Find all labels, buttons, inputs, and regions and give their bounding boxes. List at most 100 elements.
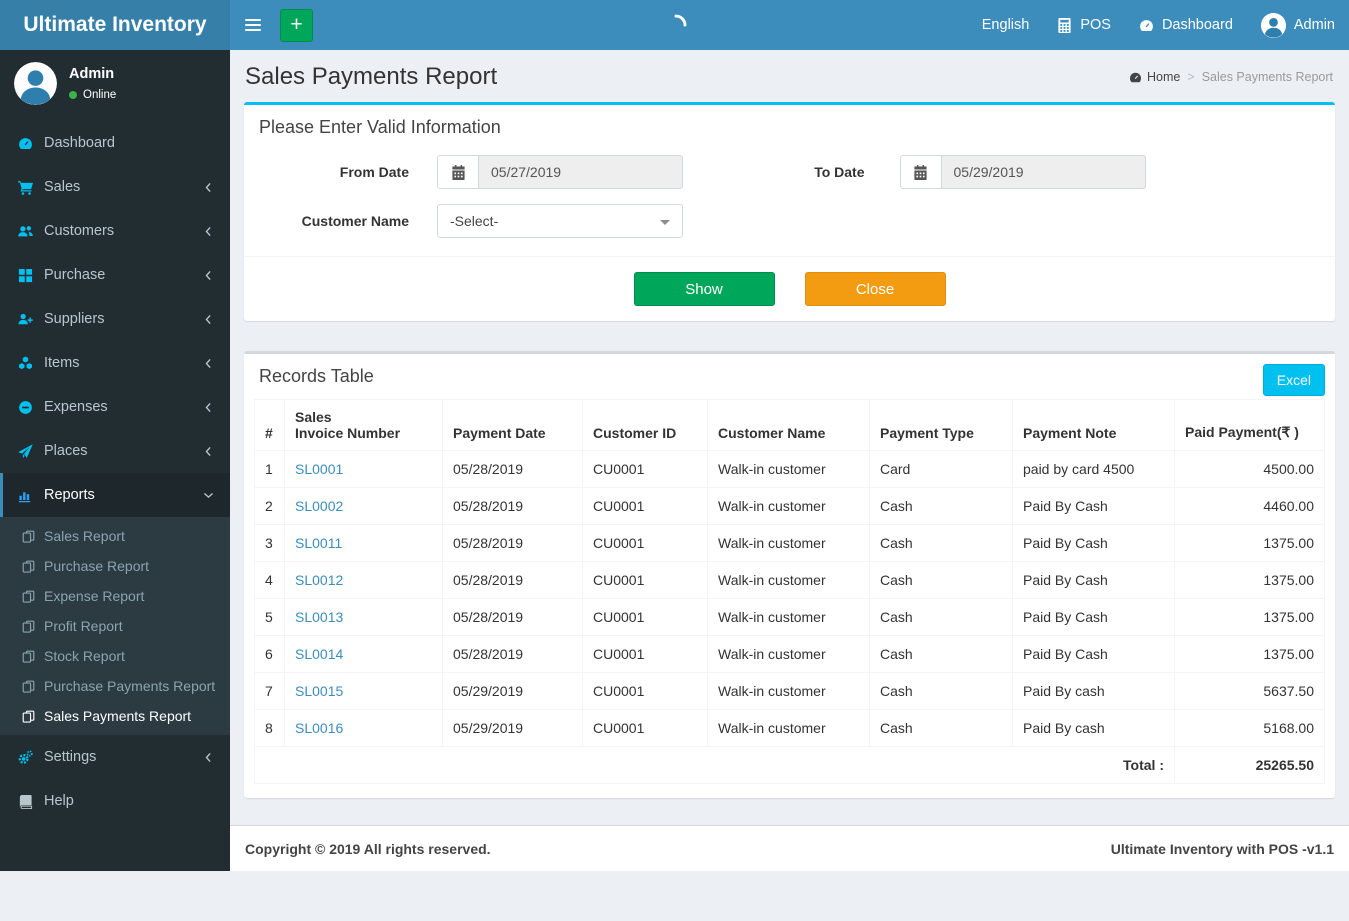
- sidebar-item-customers[interactable]: Customers: [0, 209, 230, 253]
- report-doc-icon: [22, 620, 35, 633]
- sidebar-item-settings[interactable]: Settings: [0, 735, 230, 779]
- submenu-expense-report[interactable]: Expense Report: [0, 581, 230, 611]
- records-box: Records Table Excel # Sales Invoice: [244, 351, 1335, 798]
- navbar-right: English POS Dashboard Admin: [968, 0, 1349, 50]
- sidebar-item-help[interactable]: Help: [0, 779, 230, 823]
- main-header: Ultimate Inventory + English POS Dashboa…: [0, 0, 1349, 50]
- reports-submenu: Sales Report Purchase Report Expense Rep…: [0, 517, 230, 735]
- invoice-link[interactable]: SL0002: [295, 498, 343, 514]
- invoice-link[interactable]: SL0016: [295, 720, 343, 736]
- sidebar-item-purchase[interactable]: Purchase: [0, 253, 230, 297]
- to-date-input[interactable]: [941, 155, 1146, 189]
- col-payment-date[interactable]: Payment Date: [443, 400, 583, 451]
- show-button[interactable]: Show: [634, 272, 775, 306]
- calendar-icon[interactable]: [900, 155, 941, 189]
- user-panel: Admin Online: [0, 50, 230, 115]
- records-table-wrap: # Sales Invoice Number Payment Date Cust…: [244, 399, 1335, 798]
- from-date-input[interactable]: [478, 155, 683, 189]
- sidebar-item-reports[interactable]: Reports: [0, 473, 230, 517]
- chevron-left-icon: [202, 751, 215, 764]
- invoice-link[interactable]: SL0011: [295, 535, 342, 551]
- col-payment-note[interactable]: Payment Note: [1013, 400, 1175, 451]
- avatar-icon[interactable]: [14, 62, 57, 105]
- records-box-title: Records Table: [259, 366, 374, 386]
- cubes-icon: [18, 356, 33, 371]
- invoice-link[interactable]: SL0012: [295, 572, 343, 588]
- sidebar-item-dashboard[interactable]: Dashboard: [0, 121, 230, 165]
- chevron-left-icon: [202, 313, 215, 326]
- user-menu[interactable]: Admin: [1247, 0, 1349, 50]
- invoice-link[interactable]: SL0015: [295, 683, 343, 699]
- submenu-purchase-report[interactable]: Purchase Report: [0, 551, 230, 581]
- sidebar-item-items[interactable]: Items: [0, 341, 230, 385]
- invoice-link[interactable]: SL0013: [295, 609, 343, 625]
- sidebar-item-places[interactable]: Places: [0, 429, 230, 473]
- total-label: Total :: [255, 747, 1175, 784]
- from-date-group: [437, 155, 683, 189]
- avatar-icon: [1261, 13, 1286, 38]
- filter-box: Please Enter Valid Information From Date: [244, 102, 1335, 321]
- col-customer-name[interactable]: Customer Name: [708, 400, 870, 451]
- online-dot: [69, 91, 77, 99]
- user-name: Admin: [69, 66, 116, 82]
- grid-icon: [18, 268, 33, 283]
- col-payment-type[interactable]: Payment Type: [870, 400, 1013, 451]
- filter-form: From Date To Date: [244, 150, 1335, 256]
- paper-plane-icon: [18, 444, 33, 459]
- invoice-link[interactable]: SL0001: [295, 461, 343, 477]
- dashboard-link[interactable]: Dashboard: [1125, 0, 1247, 50]
- top-navbar: + English POS Dashboard: [230, 0, 1349, 50]
- content-header: Sales Payments Report Home > Sales Payme…: [230, 50, 1349, 92]
- add-button[interactable]: +: [280, 9, 313, 42]
- chevron-left-icon: [202, 225, 215, 238]
- report-doc-icon: [22, 680, 35, 693]
- filter-box-title: Please Enter Valid Information: [244, 105, 1335, 150]
- content-wrapper: Sales Payments Report Home > Sales Payme…: [230, 50, 1349, 825]
- col-invoice[interactable]: Sales Invoice Number: [285, 400, 443, 451]
- submenu-sales-report[interactable]: Sales Report: [0, 521, 230, 551]
- submenu-stock-report[interactable]: Stock Report: [0, 641, 230, 671]
- report-doc-icon: [22, 710, 35, 723]
- home-icon: [1129, 71, 1142, 84]
- excel-export-button[interactable]: Excel: [1263, 364, 1325, 396]
- to-date-label: To Date: [790, 164, 865, 180]
- col-customer-id[interactable]: Customer ID: [583, 400, 708, 451]
- close-button[interactable]: Close: [805, 272, 946, 306]
- content: Please Enter Valid Information From Date: [230, 92, 1349, 825]
- calculator-icon: [1057, 18, 1072, 33]
- calendar-icon[interactable]: [437, 155, 478, 189]
- report-doc-icon: [22, 530, 35, 543]
- breadcrumb-separator: >: [1187, 70, 1194, 84]
- loading-spinner-icon: [665, 14, 687, 36]
- customer-name-label: Customer Name: [259, 213, 409, 229]
- sidebar-item-sales[interactable]: Sales: [0, 165, 230, 209]
- filter-actions: Show Close: [244, 256, 1335, 321]
- version-text: Ultimate Inventory with POS -v1.1: [1111, 841, 1334, 857]
- table-header-row: # Sales Invoice Number Payment Date Cust…: [255, 400, 1325, 451]
- dashboard-icon: [1139, 18, 1154, 33]
- invoice-link[interactable]: SL0014: [295, 646, 343, 662]
- gears-icon: [18, 750, 33, 765]
- total-value: 25265.50: [1175, 747, 1325, 784]
- table-row: 4 SL0012 05/28/2019 CU0001 Walk-in custo…: [255, 562, 1325, 599]
- col-num[interactable]: #: [255, 400, 285, 451]
- brand-logo[interactable]: Ultimate Inventory: [0, 0, 230, 50]
- pos-link[interactable]: POS: [1043, 0, 1125, 50]
- language-menu[interactable]: English: [968, 0, 1044, 50]
- submenu-purchase-payments-report[interactable]: Purchase Payments Report: [0, 671, 230, 701]
- caret-down-icon: [660, 220, 670, 230]
- table-row: 7 SL0015 05/29/2019 CU0001 Walk-in custo…: [255, 673, 1325, 710]
- submenu-sales-payments-report[interactable]: Sales Payments Report: [0, 701, 230, 731]
- records-table: # Sales Invoice Number Payment Date Cust…: [254, 399, 1325, 784]
- sidebar-item-expenses[interactable]: Expenses: [0, 385, 230, 429]
- breadcrumb-home[interactable]: Home: [1129, 70, 1180, 84]
- submenu-profit-report[interactable]: Profit Report: [0, 611, 230, 641]
- book-icon: [18, 794, 33, 809]
- hamburger-icon[interactable]: [230, 0, 276, 50]
- minus-circle-icon: [18, 400, 33, 415]
- customer-select[interactable]: -Select-: [437, 204, 683, 238]
- sidebar-item-suppliers[interactable]: Suppliers: [0, 297, 230, 341]
- total-row: Total : 25265.50: [255, 747, 1325, 784]
- col-paid-payment[interactable]: Paid Payment(₹ ): [1175, 400, 1325, 451]
- chevron-left-icon: [202, 181, 215, 194]
